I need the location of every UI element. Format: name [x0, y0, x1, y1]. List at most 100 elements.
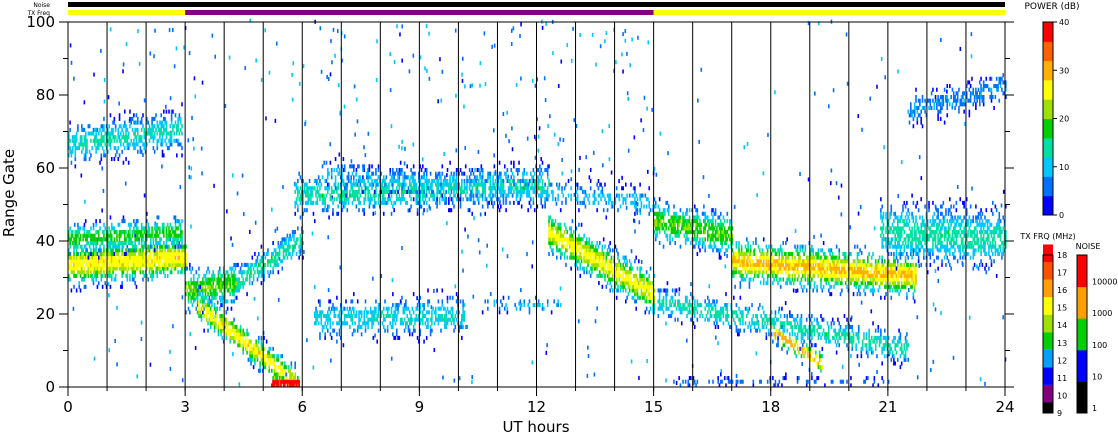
- echo-cell: [368, 175, 371, 180]
- echo-cell: [461, 189, 463, 194]
- echo-cell: [113, 135, 116, 140]
- echo-cell: [105, 138, 108, 143]
- echo-cell: [559, 137, 561, 142]
- echo-cell: [142, 237, 144, 242]
- echo-cell: [552, 222, 554, 227]
- echo-cell: [237, 339, 239, 344]
- echo-cell: [631, 193, 634, 198]
- echo-cell: [646, 169, 649, 174]
- echo-cell: [393, 178, 395, 183]
- echo-cell: [239, 281, 242, 286]
- echo-cell: [203, 288, 205, 293]
- echo-cell: [351, 314, 354, 319]
- echo-cell: [343, 189, 346, 194]
- echo-cell: [476, 186, 479, 191]
- echo-cell: [231, 242, 234, 247]
- echo-cell: [172, 255, 174, 260]
- echo-cell: [91, 273, 94, 278]
- echo-cell: [234, 266, 237, 271]
- echo-cell: [552, 226, 554, 231]
- echo-cell: [134, 273, 136, 278]
- echo-cell: [591, 251, 593, 256]
- echo-cell: [239, 266, 242, 271]
- echo-cell: [587, 354, 590, 359]
- echo-cell: [282, 368, 285, 373]
- echo-cell: [381, 178, 384, 183]
- echo-cell: [148, 266, 151, 271]
- echo-cell: [380, 186, 382, 191]
- echo-cell: [272, 270, 274, 275]
- echo-cell: [561, 233, 563, 238]
- echo-cell: [95, 248, 97, 253]
- echo-cell: [120, 262, 122, 267]
- echo-cell: [412, 53, 415, 58]
- echo-cell: [513, 200, 515, 205]
- echo-cell: [576, 244, 579, 249]
- echo-cell: [95, 244, 97, 249]
- echo-cell: [113, 120, 116, 125]
- echo-cell: [395, 306, 398, 311]
- echo-cell: [254, 270, 256, 275]
- echo-cell: [372, 335, 375, 340]
- echo-cell: [303, 249, 305, 254]
- echo-cell: [136, 226, 139, 231]
- echo-cell: [314, 285, 316, 290]
- echo-cell: [118, 244, 121, 249]
- echo-cell: [239, 343, 242, 348]
- echo-cell: [104, 237, 107, 242]
- echo-cell: [392, 178, 394, 183]
- echo-cell: [464, 186, 467, 191]
- echo-cell: [481, 193, 484, 198]
- echo-cell: [548, 222, 550, 227]
- echo-cell: [103, 251, 105, 256]
- echo-cell: [464, 324, 467, 329]
- echo-cell: [237, 288, 239, 293]
- echo-cell: [95, 135, 97, 140]
- echo-cell: [73, 266, 75, 271]
- echo-cell: [373, 306, 376, 311]
- echo-cell: [127, 255, 130, 260]
- echo-cell: [84, 237, 87, 242]
- echo-cell: [205, 281, 208, 286]
- echo-cell: [326, 182, 329, 187]
- echo-cell: [237, 343, 239, 348]
- echo-cell: [299, 233, 302, 238]
- echo-cell: [133, 244, 135, 249]
- echo-cell: [544, 204, 546, 209]
- echo-cell: [588, 193, 591, 198]
- echo-cell: [207, 299, 209, 304]
- echo-cell: [276, 379, 278, 384]
- echo-cell: [550, 248, 553, 253]
- echo-cell: [537, 175, 540, 180]
- echo-cell: [74, 262, 77, 267]
- echo-cell: [720, 368, 723, 374]
- echo-cell: [430, 305, 433, 310]
- echo-cell: [459, 204, 462, 209]
- echo-cell: [411, 186, 414, 191]
- echo-cell: [121, 248, 123, 253]
- echo-cell: [248, 346, 251, 351]
- echo-cell: [346, 175, 349, 180]
- echo-cell: [285, 379, 287, 384]
- echo-cell: [463, 186, 466, 191]
- echo-cell: [151, 233, 153, 238]
- echo-cell: [278, 251, 281, 256]
- echo-cell: [166, 259, 169, 264]
- echo-cell: [353, 292, 355, 297]
- echo-cell: [190, 288, 192, 293]
- echo-cell: [69, 149, 71, 154]
- echo-cell: [334, 182, 337, 187]
- echo-cell: [103, 259, 105, 264]
- echo-cell: [419, 332, 421, 337]
- echo-cell: [81, 124, 83, 129]
- echo-cell: [359, 200, 362, 205]
- echo-cell: [153, 124, 156, 129]
- echo-cell: [181, 295, 184, 300]
- txfreq-bar: [68, 10, 1005, 15]
- echo-cell: [185, 284, 187, 289]
- echo-cell: [333, 328, 336, 333]
- echo-cell: [91, 262, 94, 267]
- echo-cell: [213, 324, 216, 329]
- echo-cell: [398, 303, 401, 308]
- echo-cell: [133, 131, 135, 136]
